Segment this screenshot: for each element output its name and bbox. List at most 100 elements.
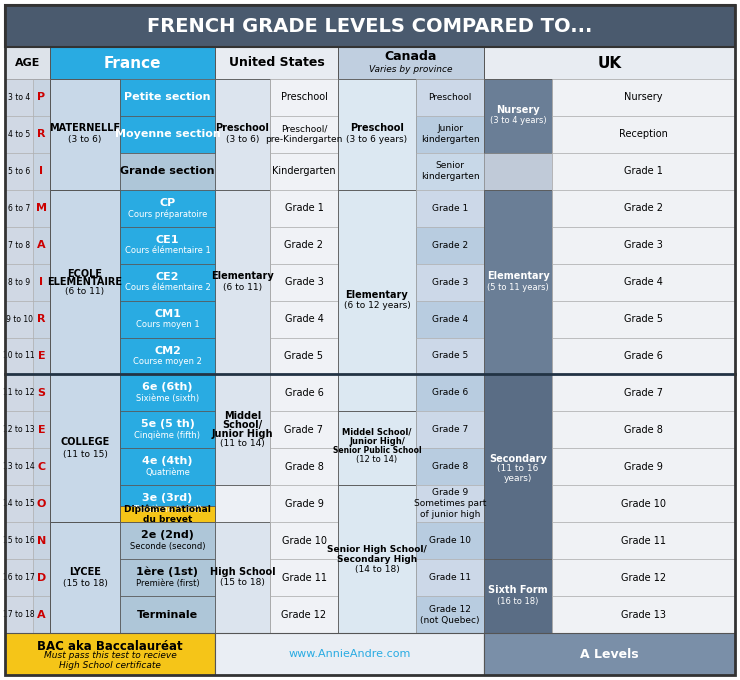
Bar [50,486,120,522]
Text: Grade 7: Grade 7 [432,426,468,435]
Bar [484,47,735,79]
Text: Grade 2: Grade 2 [432,241,468,250]
Bar [552,153,735,190]
Text: 4 to 5: 4 to 5 [8,130,30,139]
Text: Preschool: Preschool [215,123,269,133]
Bar [416,264,484,301]
Bar [5,153,33,190]
Bar [5,375,33,411]
Bar [33,153,50,190]
Bar [270,116,338,153]
Text: Quatrième: Quatrième [145,468,190,477]
Text: A: A [37,609,46,619]
Bar [484,301,552,337]
Bar [484,486,552,522]
Bar [120,596,215,633]
Text: COLLEGE: COLLEGE [61,437,110,447]
Text: (3 to 6): (3 to 6) [226,135,259,144]
Bar [338,411,416,486]
Bar [215,79,270,190]
Bar [416,486,484,522]
Bar [552,337,735,375]
Bar [33,226,50,264]
Text: Grade 3: Grade 3 [624,240,663,250]
Text: (6 to 12 years): (6 to 12 years) [343,301,411,310]
Text: E: E [38,425,45,435]
Bar [552,116,735,153]
Bar [416,522,484,559]
Text: ELEMENTAIRE: ELEMENTAIRE [47,277,123,287]
Bar [338,486,416,522]
Text: Grade 3: Grade 3 [285,277,323,287]
Text: 14 to 15: 14 to 15 [3,499,35,508]
Text: Preschool: Preschool [350,123,404,133]
Bar [215,486,270,522]
Text: Grade 12: Grade 12 [429,605,471,613]
Bar [5,633,215,675]
Bar [33,190,50,226]
Text: P: P [38,92,46,103]
Bar [552,337,735,375]
Text: (3 to 4 years): (3 to 4 years) [490,116,546,125]
Text: 6 to 7: 6 to 7 [8,204,30,213]
Text: C: C [38,462,46,472]
Bar [416,226,484,264]
Bar [552,486,735,522]
Text: Grade 1: Grade 1 [624,167,663,176]
Bar [552,79,735,116]
Text: Grade 4: Grade 4 [285,314,323,324]
Bar [120,153,215,190]
Bar [270,337,338,375]
Text: 13 to 14: 13 to 14 [3,462,35,471]
Bar [120,264,215,301]
Bar [120,226,215,264]
Bar [50,375,120,411]
Text: United States: United States [229,56,324,69]
Text: Grade 5: Grade 5 [624,314,663,324]
Bar [338,153,416,190]
Bar [552,264,735,301]
Bar [338,337,416,375]
Text: Nursery: Nursery [497,105,539,115]
Text: Preschool: Preschool [428,93,471,102]
Bar [484,79,552,153]
Bar [338,522,416,559]
Bar [484,79,552,116]
Bar [416,301,484,337]
Bar [120,411,215,448]
Text: Sometimes part: Sometimes part [414,499,486,508]
Bar [552,411,735,448]
Bar [120,264,215,301]
Text: 8 to 9: 8 to 9 [8,277,30,287]
Bar [5,190,33,226]
Text: Grade 4: Grade 4 [624,277,663,287]
Text: Senior High School/: Senior High School/ [327,545,427,554]
Bar [215,375,270,411]
Bar [215,116,270,153]
Bar [338,559,416,596]
Text: Secondary High: Secondary High [337,555,417,564]
Bar [484,264,552,301]
Text: Elementary: Elementary [211,271,274,281]
Text: 3e (3rd): 3e (3rd) [142,493,192,503]
Text: ECOLE: ECOLE [67,269,103,279]
Text: (5 to 11 years): (5 to 11 years) [487,283,549,292]
Bar [120,79,215,116]
Bar [416,411,484,448]
Bar [215,190,270,226]
Text: (14 to 18): (14 to 18) [354,564,400,574]
Bar [270,411,338,448]
Text: (12 to 14): (12 to 14) [357,455,397,464]
Bar [270,559,338,596]
Text: Diplôme national: Diplôme national [124,505,211,514]
Text: High School: High School [209,566,275,577]
Text: Grade 7: Grade 7 [284,425,323,435]
Bar [338,79,416,190]
Text: 11 to 12: 11 to 12 [3,388,35,397]
Text: Petite section: Petite section [124,92,211,103]
Bar [552,375,735,411]
Bar [270,522,338,559]
Bar [215,264,270,301]
Text: Preschool/: Preschool/ [280,124,327,133]
Bar [120,448,215,486]
